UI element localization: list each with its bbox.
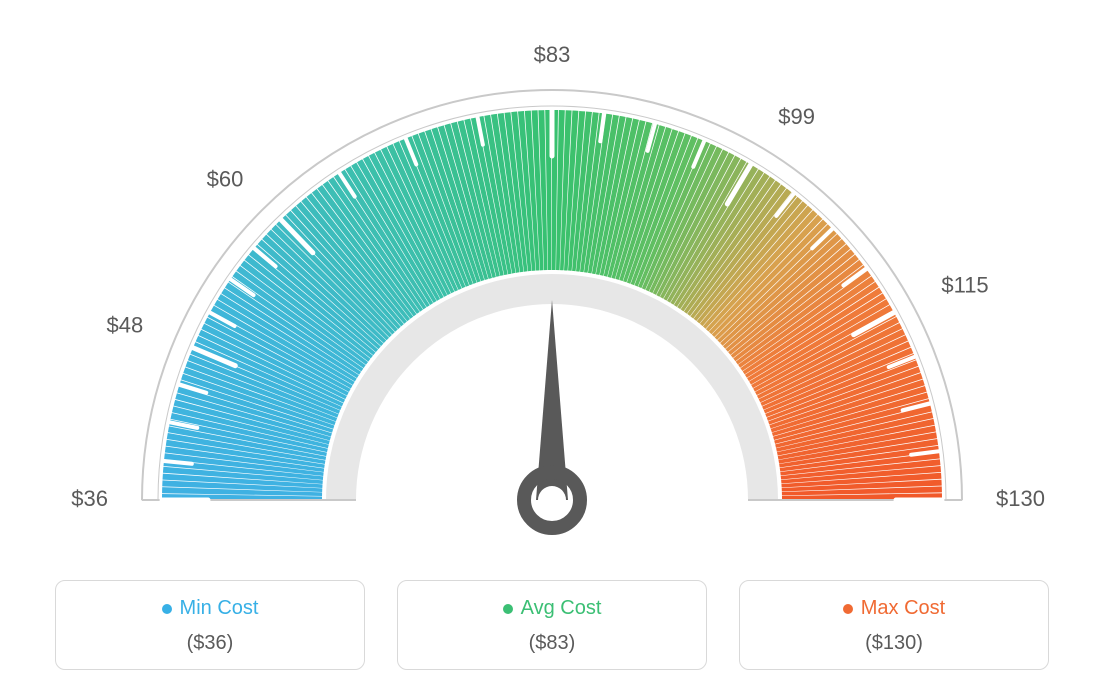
legend-title-min: Min Cost <box>162 597 259 620</box>
gauge-tick-label: $115 <box>941 272 988 297</box>
legend-dot-max <box>843 604 853 614</box>
legend-label-max: Max Cost <box>861 597 945 620</box>
gauge-svg: $36 $48 $60 $83 $99 $115 $130 <box>52 0 1052 560</box>
gauge-tick-label: $130 <box>996 486 1045 511</box>
legend-value-min: ($36) <box>66 632 354 655</box>
gauge-tick-label: $48 <box>107 312 144 337</box>
gauge-tick-label: $99 <box>778 104 815 129</box>
legend-dot-avg <box>503 604 513 614</box>
legend-row: Min Cost ($36) Avg Cost ($83) Max Cost (… <box>0 580 1104 670</box>
legend-title-avg: Avg Cost <box>503 597 602 620</box>
legend-card-avg: Avg Cost ($83) <box>397 580 707 670</box>
legend-value-max: ($130) <box>750 632 1038 655</box>
legend-value-avg: ($83) <box>408 632 696 655</box>
legend-title-max: Max Cost <box>843 597 945 620</box>
legend-card-min: Min Cost ($36) <box>55 580 365 670</box>
gauge-tick-label: $60 <box>207 167 244 192</box>
legend-card-max: Max Cost ($130) <box>739 580 1049 670</box>
gauge-chart: $36 $48 $60 $83 $99 $115 $130 <box>52 0 1052 560</box>
gauge-tick-label: $83 <box>534 42 571 67</box>
gauge-tick-label: $36 <box>71 486 108 511</box>
legend-dot-min <box>162 604 172 614</box>
legend-label-avg: Avg Cost <box>521 597 602 620</box>
legend-label-min: Min Cost <box>180 597 259 620</box>
